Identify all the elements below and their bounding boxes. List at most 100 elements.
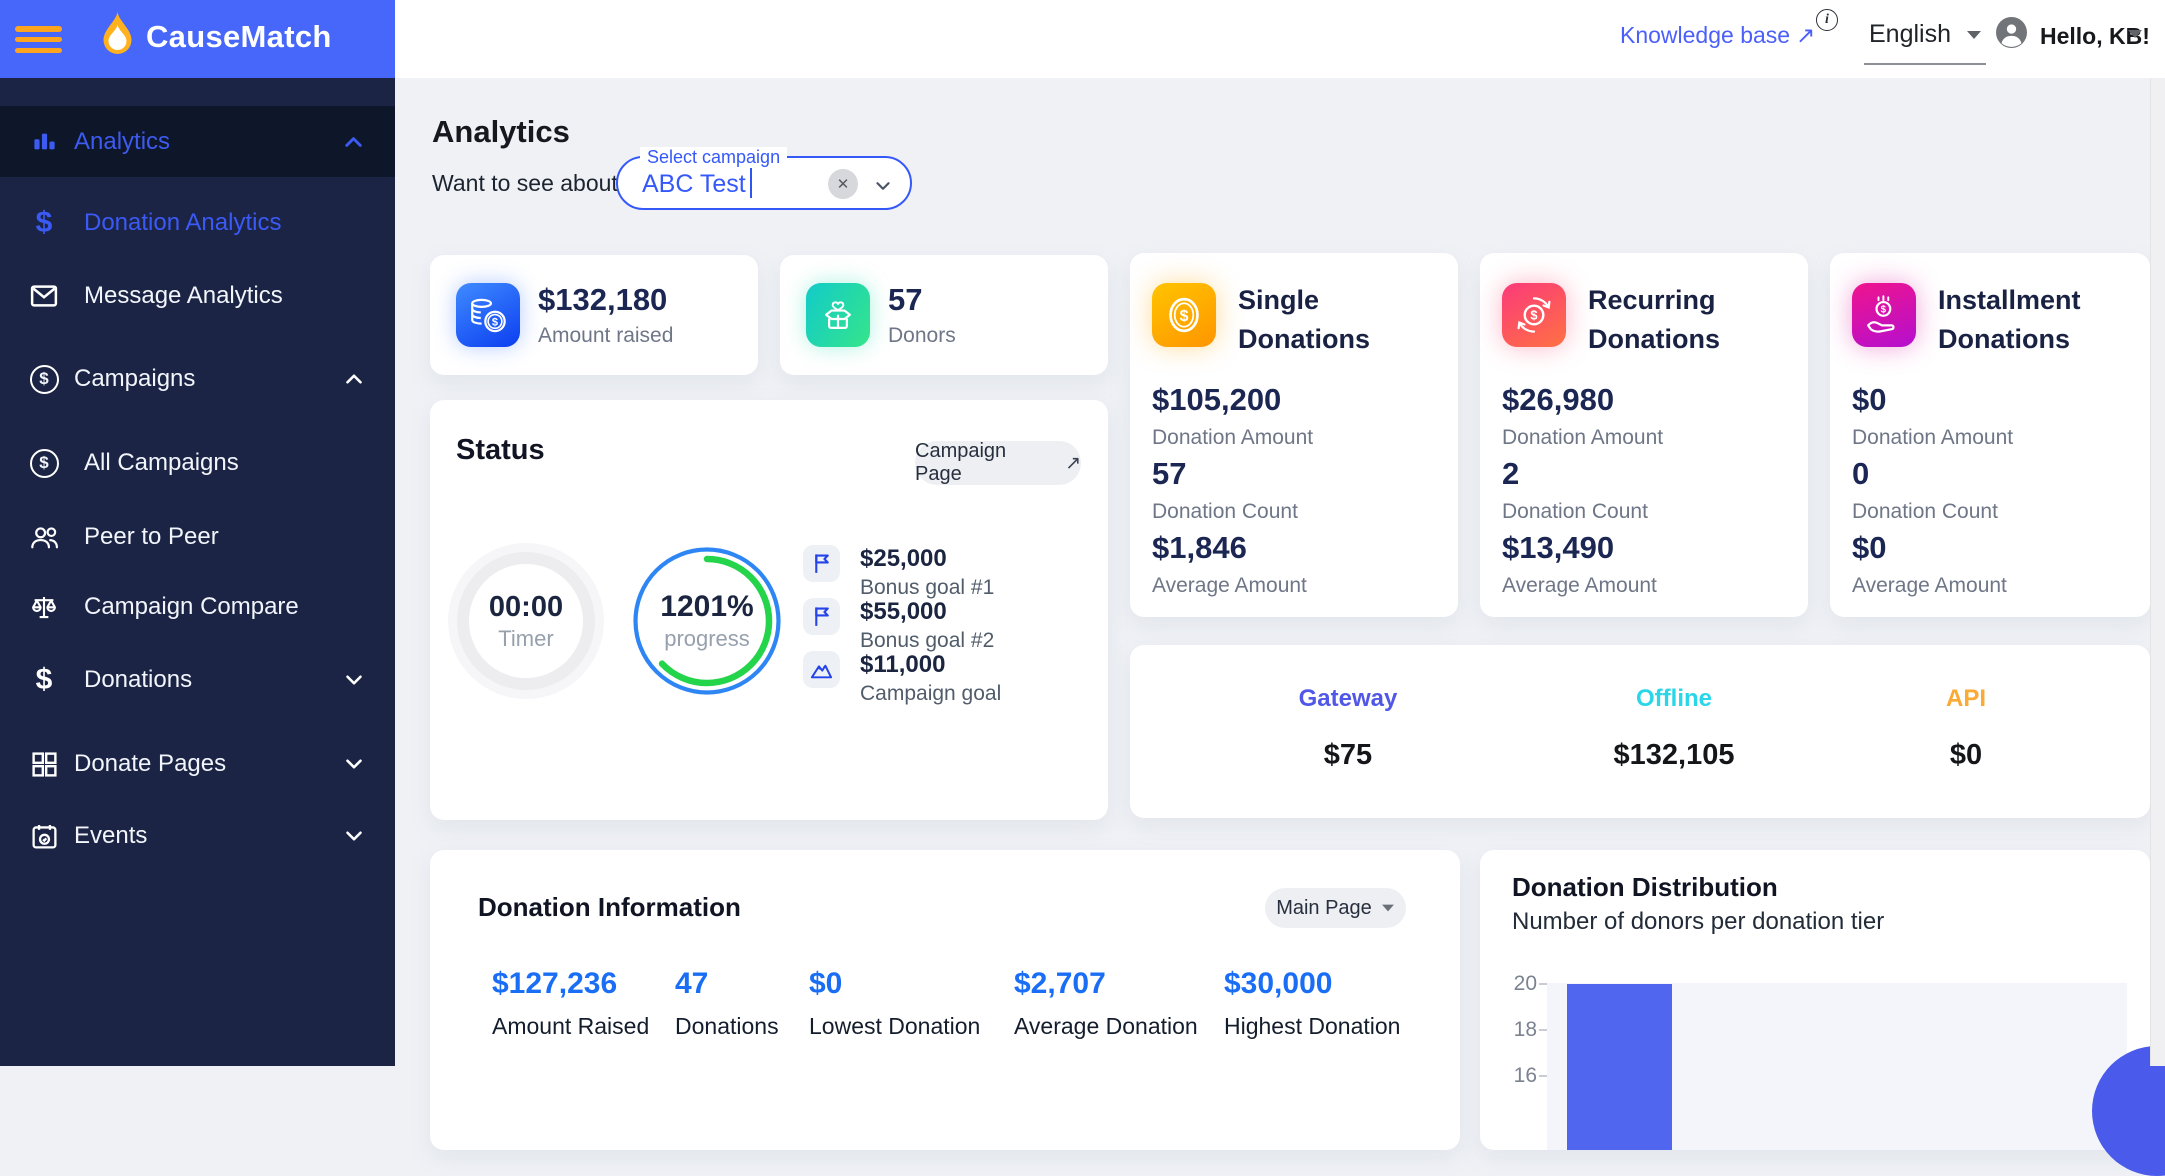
goal-label: Campaign goal xyxy=(860,682,1002,705)
language-select-underline xyxy=(1864,63,1986,65)
timer-label: Timer xyxy=(498,625,554,651)
sidebar-item-campaign-compare[interactable]: Campaign Compare xyxy=(0,571,395,643)
people-icon xyxy=(26,524,62,551)
single-donations-card: $ Single Donations $105,200 Donation Amo… xyxy=(1130,253,1458,617)
flame-logo-icon xyxy=(99,10,136,56)
y-axis-tick: 16 xyxy=(1513,1064,1537,1087)
progress-label: progress xyxy=(664,626,750,651)
language-select[interactable]: English xyxy=(1869,20,1981,49)
dollar-recycle-icon: $ xyxy=(1502,283,1566,347)
sidebar: Analytics Donation Analytics Message Ana… xyxy=(0,78,395,1066)
campaign-select-label: Select campaign xyxy=(640,147,788,168)
avatar[interactable] xyxy=(1996,17,2027,48)
y-axis-tick: 20 xyxy=(1513,972,1537,995)
donation-tier-bar[interactable] xyxy=(1567,984,1672,1150)
info-icon[interactable] xyxy=(1816,9,1838,31)
average-amount-label: Average Amount xyxy=(1502,574,1657,597)
donation-amount-label: Donation Amount xyxy=(1152,426,1314,449)
average-amount-label: Average Amount xyxy=(1152,574,1307,597)
donation-information-card: Donation Information Main Page $127,236 … xyxy=(430,850,1460,1150)
installment-donations-card: $ Installment Donations $0 Donation Amou… xyxy=(1830,253,2150,617)
donation-distribution-card: Donation Distribution Number of donors p… xyxy=(1480,850,2150,1150)
main-page-selector[interactable]: Main Page xyxy=(1265,888,1406,928)
donation-count-label: Donation Count xyxy=(1152,500,1298,523)
goal-label: Bonus goal #2 xyxy=(860,629,995,652)
campaign-page-button[interactable]: Campaign Page xyxy=(915,440,1081,485)
stat-lowest-donation: $0 Lowest Donation xyxy=(809,967,981,1039)
card-title: Installment Donations xyxy=(1938,285,2081,354)
status-title: Status xyxy=(456,434,545,466)
sidebar-item-all-campaigns[interactable]: All Campaigns xyxy=(0,427,395,499)
donation-count-value: 2 xyxy=(1502,456,1520,491)
sidebar-item-events[interactable]: Events xyxy=(0,800,395,872)
caret-down-icon xyxy=(1381,904,1394,912)
stat-donations: 47 Donations xyxy=(675,967,779,1039)
bar-chart-icon xyxy=(26,128,62,155)
external-link-icon xyxy=(1796,22,1815,49)
hamburger-menu-icon[interactable] xyxy=(15,26,62,53)
donation-amount-label: Donation Amount xyxy=(1852,426,2014,449)
envelope-icon xyxy=(26,281,62,311)
donation-amount-label: Donation Amount xyxy=(1502,426,1664,449)
donation-count-value: 0 xyxy=(1852,456,1870,491)
donors-card: 57 Donors xyxy=(780,255,1108,375)
campaign-select[interactable]: Select campaign ABC Test xyxy=(616,147,912,210)
gift-box-icon xyxy=(806,283,870,347)
chevron-down-icon xyxy=(1967,30,1981,39)
goal-label: Bonus goal #1 xyxy=(860,576,995,599)
sidebar-item-donation-analytics[interactable]: Donation Analytics xyxy=(0,187,395,259)
svg-text:$: $ xyxy=(1530,308,1537,323)
clear-icon[interactable] xyxy=(828,169,858,199)
stat-average-donation: $2,707 Average Donation xyxy=(1014,967,1198,1039)
channel-api: API $0 xyxy=(1945,685,1987,771)
knowledge-base-link[interactable]: Knowledge base xyxy=(1620,22,1815,49)
average-amount-value: $0 xyxy=(1852,530,1887,565)
bar-chart-plot-area xyxy=(1547,983,2127,1150)
card-title: Recurring Donations xyxy=(1588,285,1720,354)
sidebar-item-donate-pages[interactable]: Donate Pages xyxy=(0,728,395,800)
donation-distribution-title: Donation Distribution xyxy=(1512,872,1778,902)
donation-information-title: Donation Information xyxy=(478,892,741,922)
coins-icon: $ xyxy=(456,283,520,347)
donation-count-value: 57 xyxy=(1152,456,1187,491)
dollar-circle-icon xyxy=(26,448,62,478)
chevron-up-icon[interactable] xyxy=(341,366,367,392)
sidebar-item-donations[interactable]: Donations xyxy=(0,644,395,716)
page-title: Analytics xyxy=(432,114,570,149)
amount-raised-card: $ $132,180 Amount raised xyxy=(430,255,758,375)
sidebar-item-campaigns[interactable]: Campaigns xyxy=(0,343,395,415)
amount-raised-label: Amount raised xyxy=(538,324,674,347)
average-amount-value: $1,846 xyxy=(1152,530,1247,565)
average-amount-label: Average Amount xyxy=(1852,574,2007,597)
brand-name[interactable]: CauseMatch xyxy=(146,19,332,54)
campaign-select-value[interactable]: ABC Test xyxy=(642,170,746,198)
brand-block: CauseMatch xyxy=(0,0,395,78)
user-menu-caret-icon[interactable] xyxy=(2128,30,2142,38)
grid-icon xyxy=(26,750,62,779)
progress-value: 1201% xyxy=(660,590,754,623)
goal-value: $25,000 xyxy=(860,545,947,572)
svg-text:$: $ xyxy=(1881,305,1887,316)
filter-prompt: Want to see about: xyxy=(432,170,625,196)
sidebar-item-analytics[interactable]: Analytics xyxy=(0,106,395,177)
chevron-down-icon[interactable] xyxy=(341,823,367,849)
chevron-up-icon[interactable] xyxy=(340,128,367,155)
goal-row: $55,000 Bonus goal #2 xyxy=(803,598,994,653)
stat-amount-raised: $127,236 Amount Raised xyxy=(492,967,650,1039)
svg-text:$: $ xyxy=(1180,308,1189,325)
stat-highest-donation: $30,000 Highest Donation xyxy=(1224,967,1401,1039)
chevron-down-icon[interactable] xyxy=(341,751,367,777)
chevron-down-icon[interactable] xyxy=(872,175,894,197)
flag-icon xyxy=(803,598,840,635)
sidebar-item-peer-to-peer[interactable]: Peer to Peer xyxy=(0,501,395,573)
chevron-down-icon[interactable] xyxy=(341,667,367,693)
mountains-icon xyxy=(803,651,840,688)
scrollbar-gutter[interactable] xyxy=(2150,78,2165,1066)
donation-amount-value: $26,980 xyxy=(1502,382,1615,417)
sidebar-item-message-analytics[interactable]: Message Analytics xyxy=(0,260,395,332)
goal-value: $55,000 xyxy=(860,598,947,625)
y-axis-tick: 18 xyxy=(1513,1018,1537,1041)
goal-row: $11,000 Campaign goal xyxy=(803,651,1001,706)
goal-value: $11,000 xyxy=(860,651,946,678)
scale-icon xyxy=(26,592,62,622)
